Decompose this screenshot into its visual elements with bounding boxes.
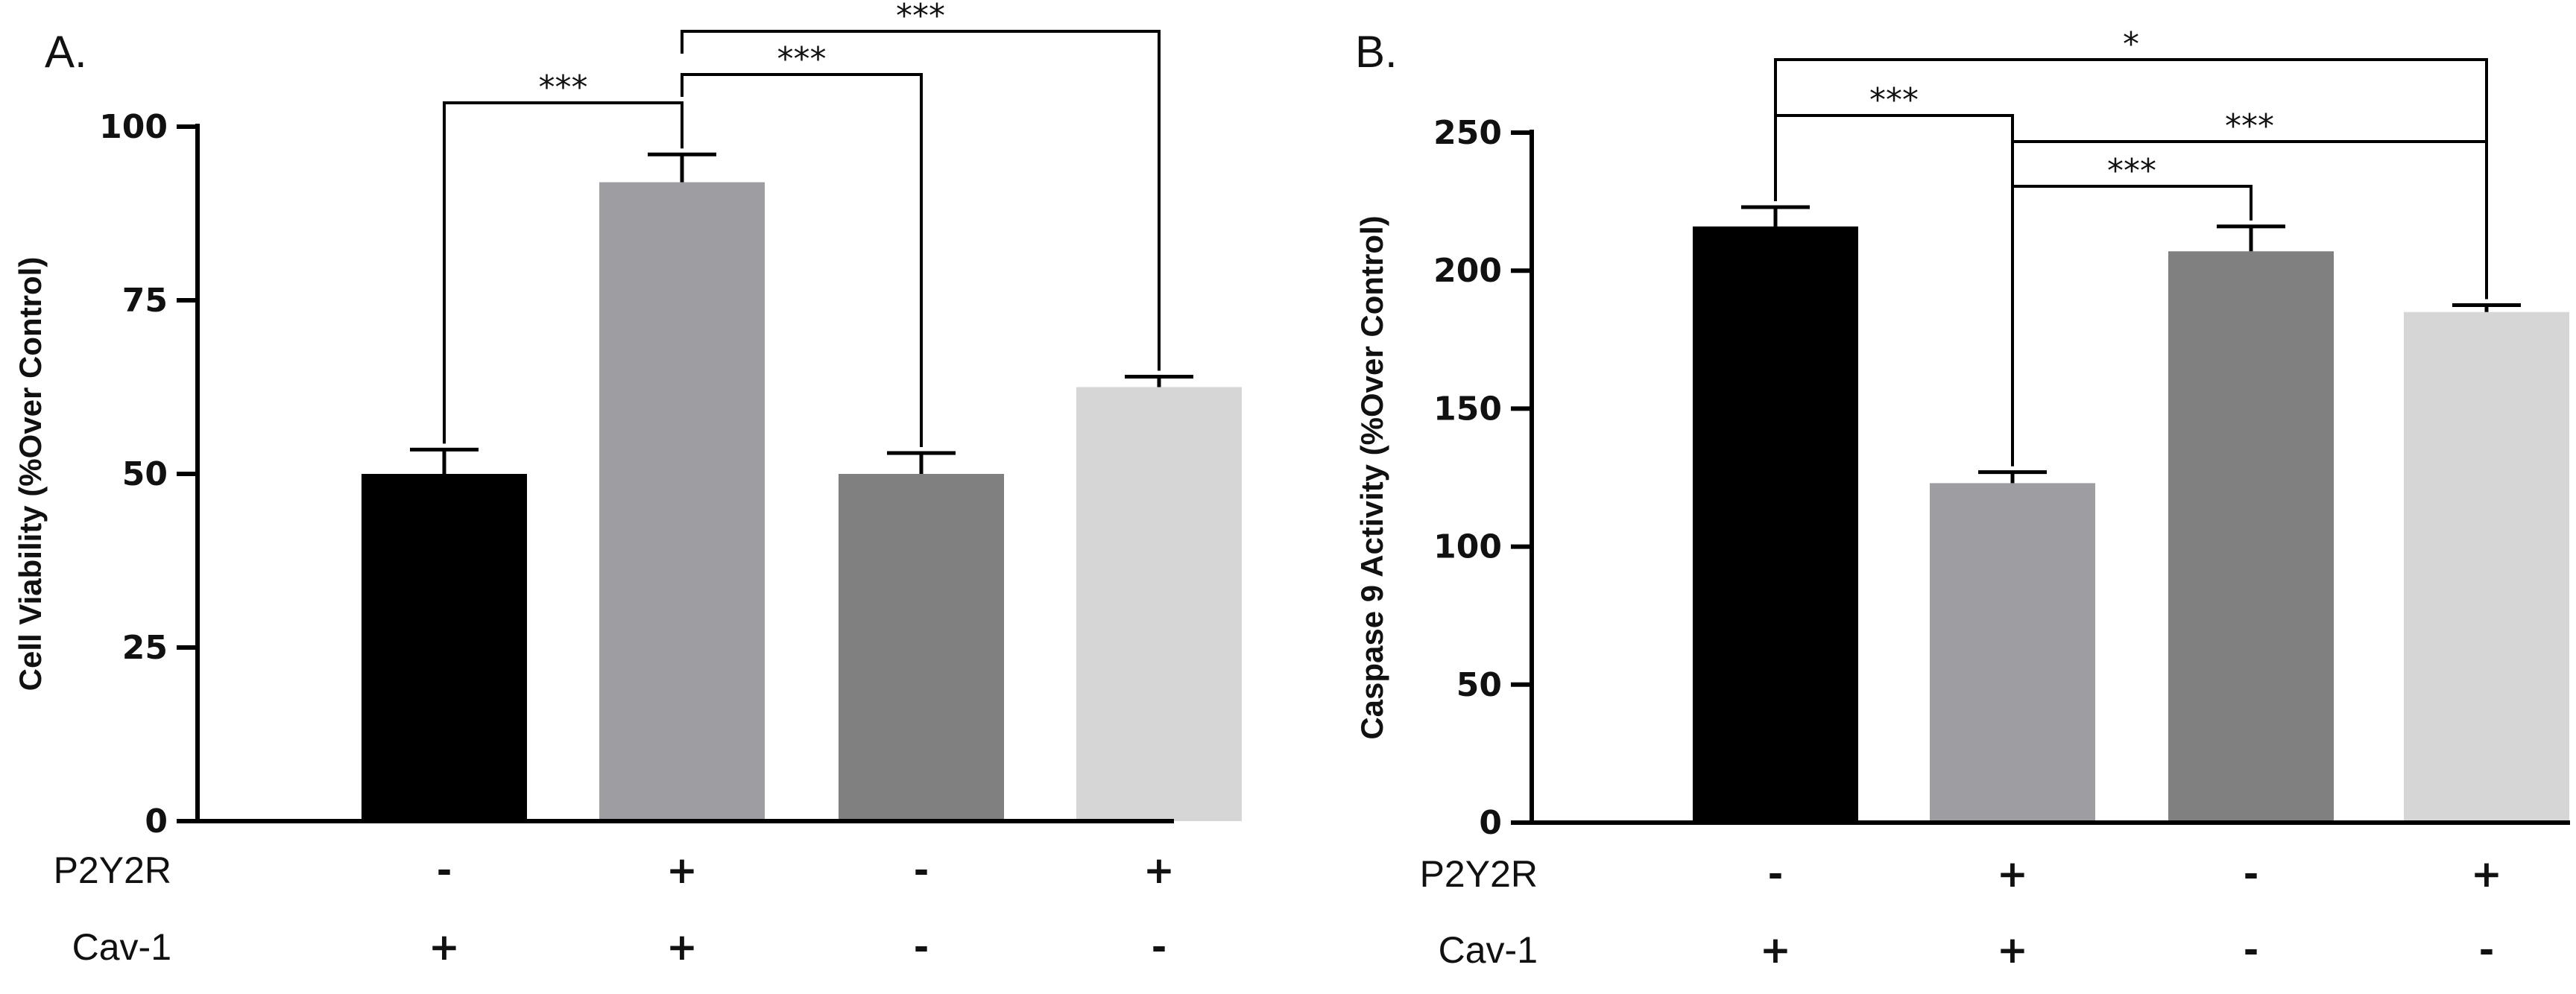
bar	[2168, 251, 2334, 823]
condition-sign: -	[1152, 925, 1167, 969]
significance-label: ***	[539, 69, 588, 107]
condition-sign: +	[666, 925, 698, 969]
bar	[1693, 226, 1858, 823]
condition-sign: -	[914, 925, 929, 969]
significance-label: ***	[777, 40, 827, 78]
condition-label: P2Y2R	[1420, 853, 1538, 895]
condition-sign: +	[1143, 849, 1175, 892]
y-tick-label: 25	[122, 629, 168, 667]
condition-sign: -	[1768, 852, 1784, 896]
significance-label: *	[2123, 25, 2139, 63]
panel-b-chart: B. Caspase 9 Activity (%Over Control) 0 50 1…	[1354, 25, 2570, 972]
y-tick-label: 250	[1433, 114, 1502, 152]
y-tick-label: 100	[99, 108, 168, 146]
significance-label: ***	[1869, 81, 1919, 119]
significance-label: ***	[2225, 107, 2274, 145]
condition-sign: +	[666, 849, 698, 892]
condition-sign: +	[2471, 852, 2502, 896]
panel-a-chart: A. Cell Viability (%Over Control) 0 25 50 75 1…	[13, 0, 1242, 969]
condition-label: Cav-1	[1439, 929, 1538, 971]
panel-label: B.	[1355, 27, 1398, 77]
significance-label: ***	[896, 0, 945, 35]
condition-sign: -	[2479, 928, 2495, 972]
condition-sign: -	[914, 849, 929, 892]
y-tick-label: 50	[122, 455, 168, 493]
y-tick-label: 50	[1456, 666, 1502, 704]
condition-label: P2Y2R	[54, 849, 171, 891]
significance-bracket	[443, 101, 684, 444]
y-axis-label: Caspase 9 Activity (%Over Control)	[1354, 215, 1389, 739]
condition-sign: -	[2244, 852, 2259, 896]
condition-sign: -	[2244, 928, 2259, 972]
y-tick-label: 75	[122, 282, 168, 320]
condition-sign: +	[1997, 852, 2028, 896]
bar	[599, 182, 765, 821]
condition-sign: +	[1997, 928, 2028, 972]
significance-bracket	[2011, 185, 2253, 466]
condition-label: Cav-1	[72, 926, 171, 968]
significance-bracket	[681, 30, 1161, 371]
condition-sign: +	[1760, 928, 1791, 972]
panel-label: A.	[45, 27, 87, 77]
significance-bracket	[681, 73, 923, 448]
y-axis-label: Cell Viability (%Over Control)	[13, 257, 48, 691]
condition-sign: +	[429, 925, 460, 969]
y-tick-label: 100	[1433, 528, 1502, 566]
bar	[1930, 483, 2095, 823]
bar	[2404, 311, 2569, 823]
y-tick-label: 150	[1433, 390, 1502, 428]
y-tick-label: 200	[1433, 252, 1502, 290]
y-tick-label: 0	[1479, 804, 1502, 842]
significance-label: ***	[2107, 152, 2156, 190]
bar	[839, 474, 1004, 821]
bar	[362, 474, 527, 821]
y-tick-label: 0	[145, 803, 168, 841]
condition-sign: -	[437, 849, 452, 892]
bar	[1076, 387, 1242, 821]
